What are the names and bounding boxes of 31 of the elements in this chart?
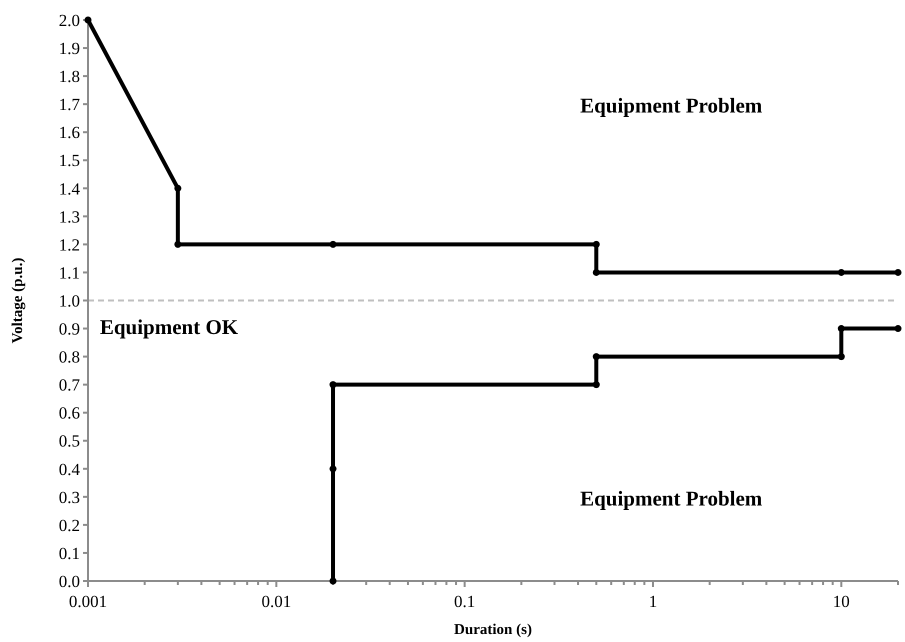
y-tick-label: 0.3 — [58, 488, 80, 507]
annotation: Equipment Problem — [580, 486, 763, 510]
y-tick-label: 0.6 — [58, 404, 80, 423]
y-tick-label: 1.8 — [58, 67, 80, 86]
y-tick-label: 0.4 — [58, 460, 80, 479]
y-tick-label: 1.9 — [58, 39, 80, 58]
y-tick-label: 0.9 — [58, 320, 80, 338]
annotation: Equipment Problem — [580, 94, 763, 118]
y-tick-label: 0.8 — [58, 348, 80, 367]
y-tick-label: 1.3 — [58, 207, 80, 226]
y-tick-label: 1.2 — [58, 235, 80, 254]
x-tick-label: 0.01 — [261, 592, 292, 611]
y-tick-label: 1.6 — [58, 123, 80, 142]
y-tick-label: 1.4 — [58, 179, 80, 198]
y-tick-label: 2.0 — [58, 10, 80, 30]
y-tick-label: 1.7 — [58, 95, 80, 114]
y-tick-label: 0.0 — [58, 572, 80, 591]
y-axis-title: Voltage (p.u.) — [10, 258, 26, 344]
y-tick-label: 1.5 — [58, 151, 80, 170]
y-tick-label: 1.1 — [58, 263, 80, 282]
x-tick-label: 0.1 — [454, 592, 476, 611]
x-tick-label: 1 — [648, 592, 658, 611]
x-tick-label: 10 — [832, 592, 850, 611]
annotation: Equipment OK — [100, 315, 239, 340]
x-axis-title: Duration (s) — [454, 622, 532, 638]
y-tick-label: 1.0 — [58, 291, 80, 310]
y-tick-label: 0.2 — [58, 516, 80, 535]
x-tick-label: 0.001 — [68, 592, 108, 611]
y-tick-label: 0.5 — [58, 432, 80, 451]
y-tick-label: 0.7 — [58, 376, 80, 395]
y-tick-label: 0.1 — [58, 544, 80, 563]
